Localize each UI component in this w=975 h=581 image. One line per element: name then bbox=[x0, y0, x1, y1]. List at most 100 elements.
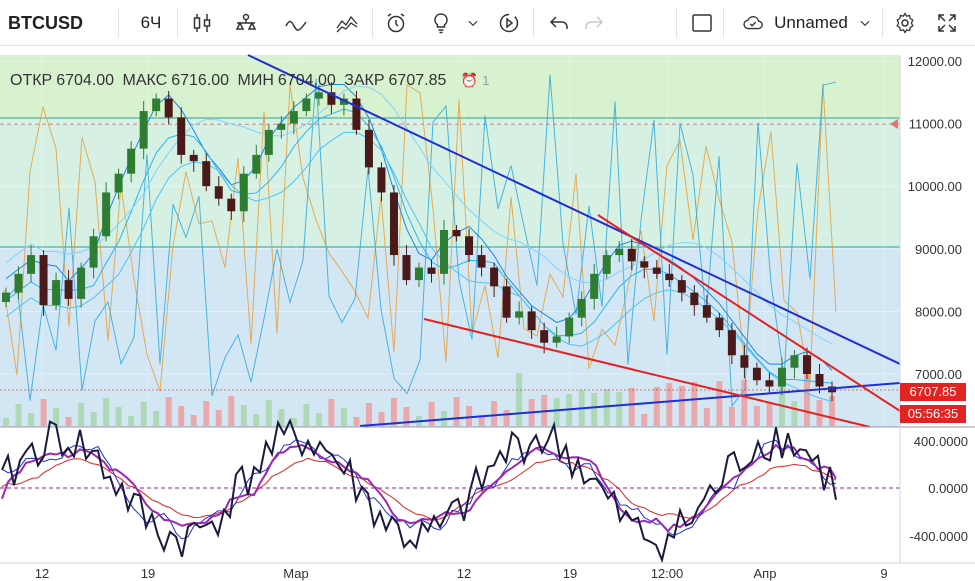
candle-body bbox=[702, 305, 711, 318]
indicator-zigzag bbox=[3, 74, 837, 408]
volume-bar bbox=[240, 405, 247, 426]
chevron-down-icon[interactable] bbox=[858, 16, 872, 30]
low-value: 6704.00 bbox=[277, 72, 336, 89]
time-tick-label: 19 bbox=[141, 566, 155, 581]
volume-bar bbox=[728, 407, 735, 426]
oscillator-tick-label: -400.0000 bbox=[909, 529, 968, 544]
replay-icon[interactable] bbox=[493, 0, 525, 46]
candle-body bbox=[665, 273, 674, 281]
candle-body bbox=[314, 92, 323, 99]
volume-bar bbox=[641, 414, 648, 426]
candle-body bbox=[227, 198, 236, 212]
level-marker-icon[interactable] bbox=[890, 119, 898, 129]
high-label: МАКС bbox=[122, 72, 168, 89]
price-tick-label: 8000.00 bbox=[915, 304, 962, 319]
candle-body bbox=[89, 236, 98, 268]
candle-body bbox=[377, 167, 386, 193]
candle-body bbox=[127, 148, 136, 174]
divider bbox=[723, 8, 724, 38]
volume-bar bbox=[553, 398, 560, 426]
fullscreen-icon[interactable] bbox=[930, 0, 964, 46]
candle-body bbox=[740, 355, 749, 368]
candle-body bbox=[352, 98, 361, 130]
volume-bar bbox=[215, 410, 222, 426]
layout-name-button[interactable]: Unnamed bbox=[733, 0, 879, 46]
idea-icon[interactable] bbox=[425, 0, 457, 46]
undo-icon[interactable] bbox=[543, 0, 575, 46]
volume-bar bbox=[90, 412, 97, 426]
indicators-icon[interactable] bbox=[228, 0, 264, 46]
trend-line-red-lower[interactable] bbox=[423, 318, 871, 428]
volume-bar bbox=[816, 400, 823, 426]
volume-bar bbox=[203, 401, 210, 426]
candle-body bbox=[289, 111, 298, 124]
time-tick-label: 12 bbox=[457, 566, 471, 581]
countdown-tag: 05:56:35 bbox=[900, 405, 966, 423]
volume-bar bbox=[303, 404, 310, 426]
candle-body bbox=[64, 280, 73, 299]
price-axis[interactable]: 12000.00 11000.00 10000.00 9000.00 8000.00 70… bbox=[908, 54, 962, 382]
top-toolbar: BTCUSD 6Ч Unnamed bbox=[0, 0, 975, 46]
trend-line-blue-upper[interactable] bbox=[247, 54, 901, 365]
candle-body bbox=[640, 261, 649, 268]
divider bbox=[372, 8, 373, 38]
drawing-line-icon[interactable] bbox=[280, 0, 312, 46]
layout-square-icon[interactable] bbox=[686, 0, 718, 46]
oscillator-line bbox=[1, 418, 837, 564]
interval-button[interactable]: 6Ч bbox=[140, 13, 162, 32]
volume-bar bbox=[253, 414, 260, 426]
volume-bar bbox=[40, 399, 47, 426]
oscillator-pane bbox=[0, 427, 900, 563]
candle-body bbox=[189, 154, 198, 162]
price-tick-label: 9000.00 bbox=[915, 242, 962, 257]
time-tick-label: 12:00 bbox=[651, 566, 684, 581]
low-label: МИН bbox=[237, 72, 274, 89]
divider bbox=[882, 8, 883, 38]
compare-icon[interactable] bbox=[331, 0, 363, 46]
volume-bar bbox=[803, 374, 810, 426]
volume-bar bbox=[628, 388, 635, 426]
volume-bar bbox=[278, 409, 285, 426]
volume-bar bbox=[491, 401, 498, 426]
layout-name-label: Unnamed bbox=[774, 13, 848, 32]
candle-body bbox=[177, 117, 186, 155]
time-tick-label: Апр bbox=[754, 566, 777, 581]
indicator-lines bbox=[3, 74, 837, 408]
candle-body bbox=[627, 248, 636, 262]
time-tick-label: 9 bbox=[880, 566, 887, 581]
alert-icon[interactable] bbox=[380, 0, 412, 46]
candle-body bbox=[540, 330, 549, 343]
volume-bar bbox=[228, 396, 235, 426]
time-axis[interactable]: 12 19 Мар 12 19 12:00 Апр 9 bbox=[35, 566, 888, 581]
price-tick-label: 7000.00 bbox=[915, 367, 962, 382]
volume-bar bbox=[766, 402, 773, 426]
volume-bar bbox=[365, 403, 372, 426]
volume-bar bbox=[516, 373, 523, 426]
oscillator-tick-label: 0.0000 bbox=[928, 481, 968, 496]
trend-line-red-upper[interactable] bbox=[597, 214, 901, 412]
chevron-down-icon[interactable] bbox=[463, 0, 483, 46]
alert-clock-icon[interactable]: ⏰ bbox=[460, 72, 479, 88]
price-chart[interactable]: 12000.00 11000.00 10000.00 9000.00 8000.00 70… bbox=[0, 46, 975, 581]
volume-bar bbox=[691, 382, 698, 426]
volume-bar bbox=[829, 396, 835, 426]
candle-body bbox=[239, 173, 248, 212]
redo-icon[interactable] bbox=[578, 0, 610, 46]
volume-bar bbox=[315, 413, 322, 426]
volume-bar bbox=[591, 393, 598, 426]
candles-icon[interactable] bbox=[186, 0, 218, 46]
oscillator-axis[interactable]: 400.0000 0.0000 -400.0000 bbox=[909, 434, 968, 544]
candle-body bbox=[477, 255, 486, 268]
symbol-button[interactable]: BTCUSD bbox=[8, 12, 83, 33]
volume-bar bbox=[716, 381, 723, 426]
candle-body bbox=[264, 129, 273, 155]
volume-bar bbox=[616, 392, 623, 426]
price-tick-label: 11000.00 bbox=[909, 117, 962, 132]
candle-body bbox=[802, 355, 811, 374]
volume-bar bbox=[28, 413, 35, 426]
high-value: 6716.00 bbox=[171, 72, 230, 89]
candle-body bbox=[77, 267, 86, 299]
settings-icon[interactable] bbox=[888, 0, 922, 46]
volume-bar bbox=[753, 406, 760, 426]
volume-bar bbox=[603, 389, 610, 426]
